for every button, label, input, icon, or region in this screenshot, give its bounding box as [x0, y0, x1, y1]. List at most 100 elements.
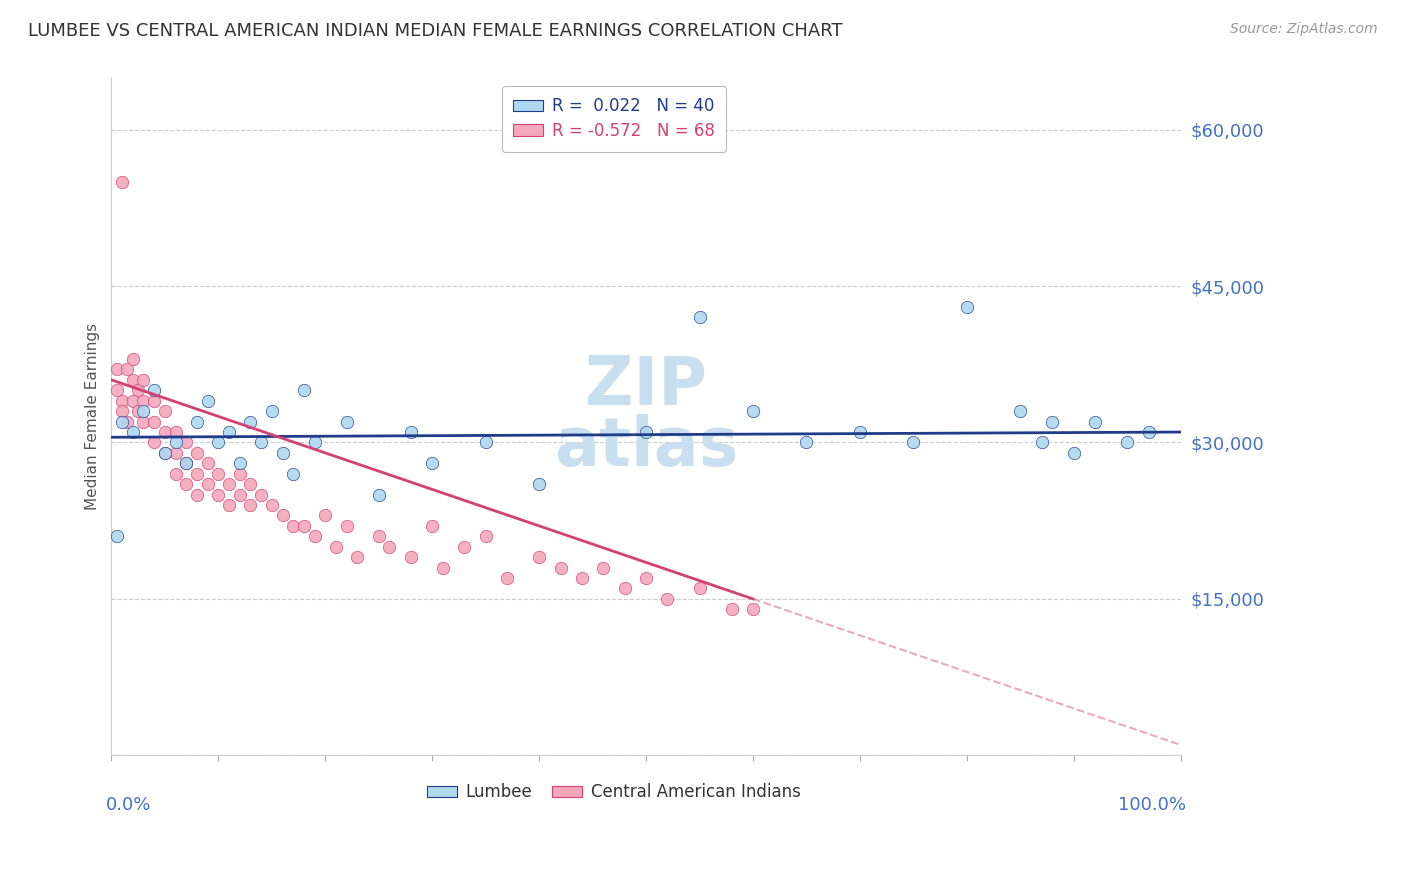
Point: [304, 529, 326, 543]
Point: [250, 488, 273, 502]
Point: [367, 529, 389, 543]
Text: ZIP
atlas: ZIP atlas: [554, 353, 738, 480]
Point: [689, 582, 711, 596]
Point: [143, 393, 166, 408]
Point: [105, 384, 128, 398]
Point: [260, 498, 283, 512]
Point: [239, 415, 262, 429]
Point: [143, 415, 166, 429]
Point: [186, 446, 208, 460]
Point: [105, 529, 128, 543]
Point: [304, 435, 326, 450]
Point: [636, 571, 658, 585]
Point: [121, 425, 143, 439]
Point: [1010, 404, 1032, 418]
Point: [174, 477, 197, 491]
Text: Source: ZipAtlas.com: Source: ZipAtlas.com: [1230, 22, 1378, 37]
Point: [550, 560, 572, 574]
Point: [143, 384, 166, 398]
Point: [229, 488, 252, 502]
Legend: Lumbee, Central American Indians: Lumbee, Central American Indians: [420, 777, 807, 808]
Point: [132, 393, 155, 408]
Point: [117, 362, 139, 376]
Point: [174, 435, 197, 450]
Point: [260, 404, 283, 418]
Point: [956, 300, 979, 314]
Point: [229, 456, 252, 470]
Point: [127, 384, 149, 398]
Point: [613, 582, 636, 596]
Point: [121, 373, 143, 387]
Point: [420, 519, 443, 533]
Point: [1116, 435, 1139, 450]
Point: [849, 425, 872, 439]
Point: [239, 498, 262, 512]
Point: [314, 508, 336, 523]
Point: [346, 550, 368, 565]
Point: [229, 467, 252, 481]
Point: [197, 456, 219, 470]
Point: [111, 393, 134, 408]
Point: [207, 467, 229, 481]
Point: [153, 425, 176, 439]
Point: [132, 373, 155, 387]
Point: [571, 571, 593, 585]
Point: [218, 425, 240, 439]
Text: 0.0%: 0.0%: [105, 796, 152, 814]
Point: [174, 456, 197, 470]
Point: [689, 310, 711, 325]
Point: [121, 352, 143, 367]
Point: [1137, 425, 1160, 439]
Point: [432, 560, 454, 574]
Point: [1031, 435, 1053, 450]
Point: [105, 362, 128, 376]
Point: [186, 488, 208, 502]
Point: [292, 384, 315, 398]
Point: [336, 519, 359, 533]
Point: [796, 435, 818, 450]
Text: LUMBEE VS CENTRAL AMERICAN INDIAN MEDIAN FEMALE EARNINGS CORRELATION CHART: LUMBEE VS CENTRAL AMERICAN INDIAN MEDIAN…: [28, 22, 842, 40]
Point: [283, 519, 305, 533]
Point: [111, 404, 134, 418]
Point: [1084, 415, 1107, 429]
Point: [336, 415, 359, 429]
Y-axis label: Median Female Earnings: Median Female Earnings: [86, 323, 100, 510]
Point: [186, 415, 208, 429]
Point: [325, 540, 347, 554]
Point: [197, 393, 219, 408]
Point: [474, 435, 496, 450]
Point: [453, 540, 475, 554]
Point: [903, 435, 925, 450]
Point: [127, 404, 149, 418]
Point: [657, 591, 679, 606]
Point: [121, 393, 143, 408]
Point: [165, 467, 187, 481]
Point: [399, 550, 422, 565]
Point: [111, 175, 134, 189]
Point: [165, 425, 187, 439]
Point: [742, 602, 765, 616]
Point: [197, 477, 219, 491]
Point: [186, 467, 208, 481]
Point: [218, 498, 240, 512]
Point: [165, 446, 187, 460]
Text: 100.0%: 100.0%: [1118, 796, 1187, 814]
Point: [143, 435, 166, 450]
Point: [111, 415, 134, 429]
Point: [207, 435, 229, 450]
Point: [174, 456, 197, 470]
Point: [283, 467, 305, 481]
Point: [592, 560, 614, 574]
Point: [207, 488, 229, 502]
Point: [117, 415, 139, 429]
Point: [527, 477, 550, 491]
Point: [399, 425, 422, 439]
Point: [378, 540, 401, 554]
Point: [218, 477, 240, 491]
Point: [153, 404, 176, 418]
Point: [292, 519, 315, 533]
Point: [271, 446, 294, 460]
Point: [271, 508, 294, 523]
Point: [153, 446, 176, 460]
Point: [636, 425, 658, 439]
